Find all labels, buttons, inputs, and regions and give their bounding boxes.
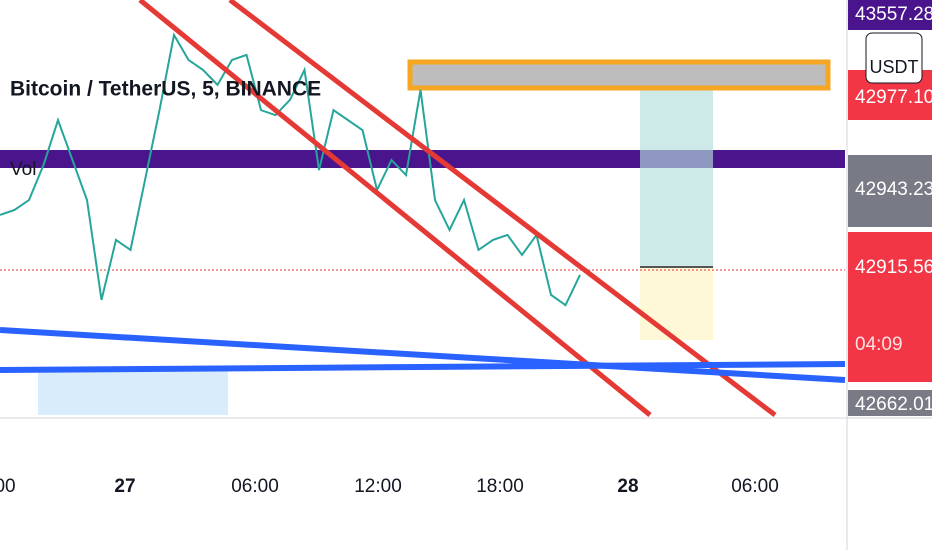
currency-label[interactable]: USDT <box>870 57 919 77</box>
target-zone <box>640 80 713 267</box>
time-label: 06:00 <box>731 476 779 497</box>
time-label: 00 <box>0 476 16 497</box>
price-label: 42943.23 <box>855 179 932 200</box>
time-label: 06:00 <box>231 476 279 497</box>
price-tag <box>848 0 932 30</box>
price-label: 42662.01 <box>855 394 932 415</box>
price-tag <box>848 390 932 416</box>
stop-zone <box>640 267 713 340</box>
channel-line <box>138 0 652 417</box>
currency-button[interactable] <box>865 32 923 84</box>
highlight-box <box>38 368 228 415</box>
resistance-box <box>407 59 831 91</box>
price-label: 42977.10 <box>855 87 932 108</box>
price-series <box>0 32 581 307</box>
symbol-title: Bitcoin / TetherUS, 5, BINANCE <box>10 78 321 101</box>
time-label: 27 <box>114 476 135 497</box>
price-tag <box>848 232 932 382</box>
price-tag <box>848 155 932 227</box>
price-label: 42915.56 <box>855 257 932 278</box>
time-label: 28 <box>617 476 638 497</box>
trend-line <box>0 361 846 373</box>
time-label: 18:00 <box>476 476 524 497</box>
purple-zone <box>0 150 845 168</box>
price-label: 43557.28 <box>855 4 932 25</box>
channel-line <box>228 0 777 417</box>
price-path <box>0 32 581 307</box>
countdown-label: 04:09 <box>855 334 903 355</box>
indicator-label: Vol <box>10 159 36 180</box>
time-label: 12:00 <box>354 476 402 497</box>
trend-line <box>0 327 846 383</box>
